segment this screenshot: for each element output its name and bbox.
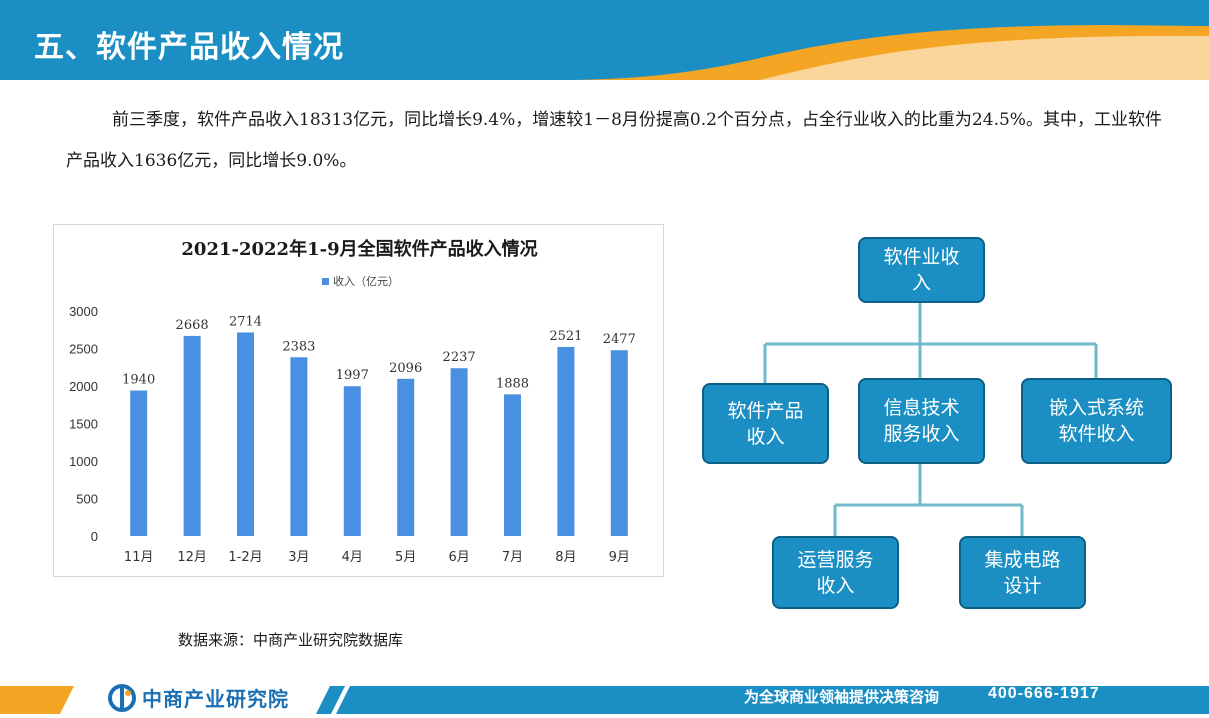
bar (343, 386, 361, 536)
bar-value-label: 2237 (443, 350, 476, 365)
bar-value-label: 2096 (389, 361, 422, 376)
bar-value-label: 2477 (603, 332, 636, 347)
org-root-software-revenue: 软件业收 入 (858, 237, 985, 303)
bar (610, 350, 628, 536)
bar-value-label: 2383 (282, 339, 315, 354)
summary-text: 前三季度，软件产品收入18313亿元，同比增长9.4%，增速较1－8月份提高0.… (66, 110, 1162, 171)
footer-bar (0, 682, 1209, 718)
bar (450, 368, 468, 536)
footer-background (0, 686, 1209, 714)
org-node-embedded-software: 嵌入式系统 软件收入 (1021, 378, 1172, 464)
data-source: 数据来源：中商产业研究院数据库 (178, 631, 404, 649)
y-tick-label: 0 (91, 529, 98, 544)
y-tick-label: 1500 (69, 417, 98, 432)
x-tick-label: 9月 (609, 550, 630, 565)
bar-value-label: 2668 (176, 318, 209, 333)
footer-phone: 400-666-1917 (988, 685, 1100, 702)
bar (183, 335, 201, 536)
x-tick-label: 3月 (288, 550, 309, 565)
x-tick-label: 12月 (177, 550, 207, 565)
x-tick-label: 5月 (395, 550, 416, 565)
bar-value-label: 1997 (336, 368, 369, 383)
y-tick-label: 1000 (69, 454, 98, 469)
y-tick-label: 3000 (69, 304, 98, 319)
x-tick-label: 4月 (342, 550, 363, 565)
x-tick-label: 7月 (502, 550, 523, 565)
x-tick-label: 11月 (124, 550, 154, 565)
header-bar: 五、软件产品收入情况 (0, 0, 1209, 80)
bar-value-label: 2714 (229, 314, 262, 329)
footer-logo: 中商产业研究院 (108, 683, 289, 712)
y-tick-label: 2500 (69, 342, 98, 357)
org-node-operation-services: 运营服务 收入 (772, 536, 899, 609)
legend-label: 收入（亿元） (333, 275, 399, 288)
x-tick-label: 6月 (448, 550, 469, 565)
header-background (0, 0, 1209, 80)
summary-paragraph: 前三季度，软件产品收入18313亿元，同比增长9.4%，增速较1－8月份提高0.… (66, 100, 1166, 182)
chart-plot: 0 500 1000 1500 2000 2500 3000 1940 11月 2668 12月 27… (69, 304, 636, 565)
bar (397, 378, 415, 536)
page-title: 五、软件产品收入情况 (34, 30, 344, 65)
footer-slogan: 为全球商业领袖提供决策咨询 (744, 688, 940, 706)
y-tick-label: 2000 (69, 379, 98, 394)
x-tick-label: 8月 (555, 550, 576, 565)
org-node-software-products: 软件产品 收入 (702, 383, 829, 464)
y-tick-label: 500 (76, 492, 98, 507)
chart-legend: 收入（亿元） (322, 273, 399, 289)
legend-swatch (322, 277, 329, 285)
logo-mark-icon (108, 683, 136, 712)
bar (504, 394, 521, 536)
org-node-it-services: 信息技术 服务收入 (858, 378, 985, 464)
x-tick-label: 1-2月 (228, 550, 262, 565)
bar (237, 332, 254, 536)
bar (130, 390, 148, 536)
bar (557, 346, 575, 536)
bar-value-label: 2521 (549, 329, 582, 344)
bar-value-label: 1888 (496, 376, 529, 391)
bar-chart: 2021-2022年1-9月全国软件产品收入情况 收入（亿元） 0 500 1000… (53, 224, 664, 577)
bar (290, 357, 308, 536)
logo-text: 中商产业研究院 (142, 687, 289, 711)
org-node-ic-design: 集成电路 设计 (959, 536, 1086, 609)
chart-title: 2021-2022年1-9月全国软件产品收入情况 (181, 239, 538, 260)
bar-value-label: 1940 (122, 373, 155, 388)
